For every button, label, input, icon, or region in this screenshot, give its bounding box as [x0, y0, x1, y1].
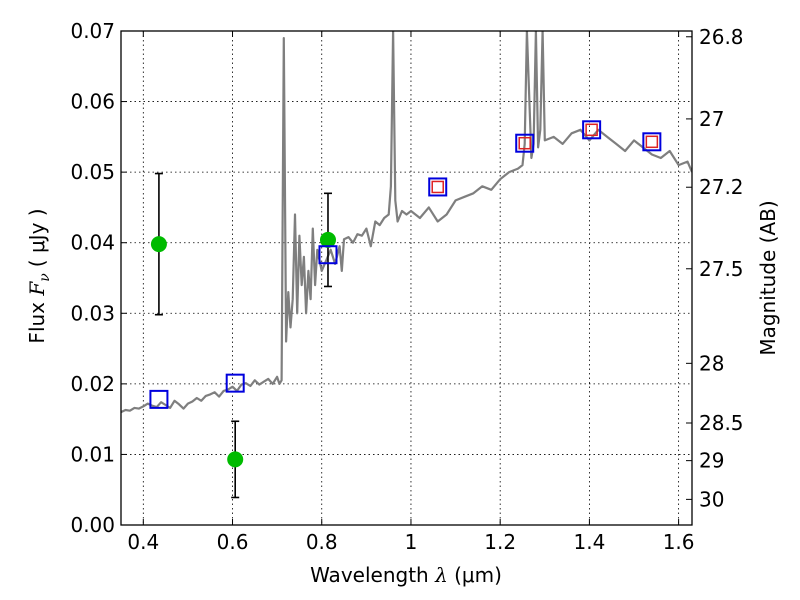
- model-square-red: [585, 123, 598, 137]
- x-tick-label: 1: [405, 530, 418, 554]
- y-tick-label: 0.05: [70, 160, 115, 184]
- x-tick-label: 0.6: [217, 530, 249, 554]
- y-tick-label: 0.03: [70, 301, 115, 325]
- y2-tick-label: 27.2: [699, 175, 744, 199]
- model-square-blue: [642, 132, 662, 152]
- y2-tick-label: 29: [699, 449, 724, 473]
- y2-tick-label: 28.5: [699, 411, 744, 435]
- model-square-blue: [582, 120, 602, 140]
- y-tick-label: 0.06: [70, 90, 115, 114]
- observed-point: [227, 451, 244, 468]
- x-tick-label: 1.2: [484, 530, 516, 554]
- model-square-blue: [149, 389, 169, 409]
- y2-tick-label: 28: [699, 351, 724, 375]
- y2-tick-label: 27.5: [699, 257, 744, 281]
- y-tick-label: 0.02: [70, 372, 115, 396]
- model-square-blue: [318, 245, 338, 265]
- plot-area: [121, 31, 692, 499]
- y-axis-label: Flux Fν( μJy ): [25, 208, 53, 343]
- plot-frame: [120, 30, 693, 526]
- model-square-blue: [225, 373, 245, 393]
- model-square-blue: [515, 133, 535, 153]
- observed-point: [150, 236, 167, 253]
- observed-point: [319, 231, 336, 248]
- y-tick-label: 0.07: [70, 19, 115, 43]
- x-tick-label: 0.4: [127, 530, 159, 554]
- y-tick-label: 0.00: [70, 513, 115, 537]
- model-square-red: [645, 135, 659, 149]
- x-tick-label: 0.8: [306, 530, 338, 554]
- x-axis-label: Wavelength λ (μm): [310, 563, 502, 587]
- y-tick-label: 0.04: [70, 231, 115, 255]
- y2-tick-label: 30: [699, 487, 724, 511]
- y2-axis-label: Magnitude (AB): [756, 200, 780, 355]
- spectrum-line: [121, 31, 692, 414]
- y2-tick-label: 27: [699, 107, 724, 131]
- grid: [121, 30, 692, 526]
- x-tick-label: 1.4: [573, 530, 605, 554]
- y2-tick-label: 26.8: [699, 25, 744, 49]
- y-tick-label: 0.01: [70, 442, 115, 466]
- model-square-red: [518, 136, 531, 150]
- model-square-red: [431, 180, 444, 194]
- model-square-blue: [428, 177, 448, 197]
- ticks: 0.4 0.6 0.8 1 1.2 1.4 1.6 0.00 0.01 0.02 0.03 0.04 0…: [70, 19, 743, 554]
- x-tick-label: 1.6: [663, 530, 695, 554]
